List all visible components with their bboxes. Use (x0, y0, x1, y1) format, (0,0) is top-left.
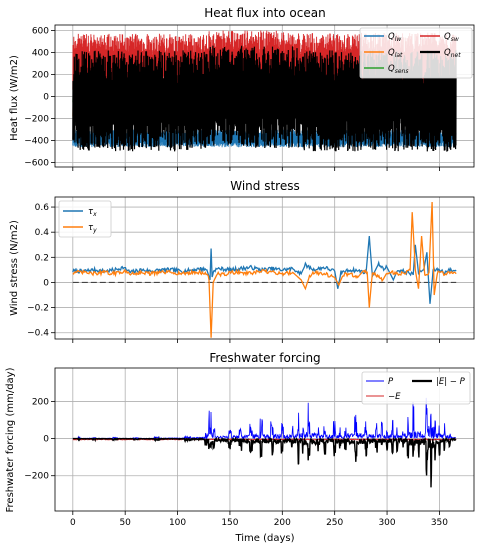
freshwater-legend-box (361, 371, 471, 405)
y-tick-label: 0 (43, 435, 49, 445)
series-line-tau-y (72, 201, 457, 338)
y-tick-label: 0.2 (35, 253, 49, 263)
wind-stress-title: Wind stress (230, 179, 300, 193)
freshwater-legend: P −E |E| − P (361, 371, 471, 405)
x-tick-label: 100 (169, 518, 186, 528)
legend-e-label: −E (388, 392, 401, 402)
y-tick-label: −0.2 (27, 304, 49, 314)
x-tick-label: 300 (378, 518, 395, 528)
y-tick-label: 0.6 (35, 203, 50, 213)
y-tick-label: −400 (24, 137, 49, 147)
legend-p-label: P (388, 377, 394, 387)
y-tick-label: 0.4 (35, 228, 50, 238)
y-tick-label: 400 (32, 49, 49, 59)
legend-tauy-label: τy (88, 223, 97, 234)
x-tick-label: 250 (326, 518, 343, 528)
y-tick-label: 0 (43, 93, 49, 103)
x-tick-label: 50 (119, 518, 131, 528)
legend-qnet-label: Qnet (444, 48, 461, 59)
freshwater-panel: Freshwater forcing Freshwater forcing (m… (5, 351, 475, 544)
legend-qlat-label: Qlat (388, 48, 403, 59)
wind-stress-legend: τx τy (58, 200, 112, 238)
freshwater-title: Freshwater forcing (209, 351, 320, 365)
x-tick-label: 150 (221, 518, 238, 528)
freshwater-plot-frame (54, 367, 475, 512)
series-line-e-minus-p (72, 436, 457, 488)
heat-flux-legend-box (359, 27, 473, 79)
y-tick-label: −600 (24, 159, 49, 169)
heat-flux-ylabel: Heat flux (W/m2) (9, 55, 20, 141)
series-line-p (72, 397, 456, 440)
y-tick-label: 0 (43, 278, 49, 288)
series-line-qnet (72, 45, 457, 152)
wind-stress-ylabel: Wind stress (N/m2) (9, 220, 20, 316)
freshwater-xlabel: Time (days) (234, 533, 294, 544)
freshwater-ylabel: Freshwater forcing (mm/day) (5, 367, 16, 512)
wind-stress-panel: Wind stress Wind stress (N/m2) −0.4 −0.2 0… (9, 179, 475, 343)
heat-flux-title: Heat flux into ocean (204, 6, 325, 20)
heat-flux-panel: Heat flux into ocean Heat flux (W/m2) −6… (9, 6, 475, 171)
y-tick-label: 200 (32, 397, 49, 407)
wind-stress-legend-box (58, 200, 112, 238)
y-tick-label: −0.4 (27, 329, 49, 339)
y-tick-label: −200 (24, 472, 49, 482)
legend-qlw-label: Qlw (388, 32, 401, 43)
x-tick-label: 200 (274, 518, 291, 528)
x-tick-label: 0 (70, 518, 76, 528)
y-tick-label: −200 (24, 115, 49, 125)
heat-flux-legend: Qlw Qlat Qsens Qsw Qnet (359, 27, 473, 79)
legend-qsw-label: Qsw (444, 32, 459, 43)
y-tick-label: 600 (32, 27, 49, 37)
legend-qsens-label: Qsens (388, 64, 408, 75)
legend-ep-label: |E| − P (436, 377, 466, 387)
x-tick-label: 350 (431, 518, 448, 528)
y-tick-label: 200 (32, 71, 49, 81)
legend-taux-label: τx (88, 207, 97, 218)
wind-stress-plot-frame (54, 196, 475, 340)
heat-flux-plot-frame (54, 24, 475, 168)
